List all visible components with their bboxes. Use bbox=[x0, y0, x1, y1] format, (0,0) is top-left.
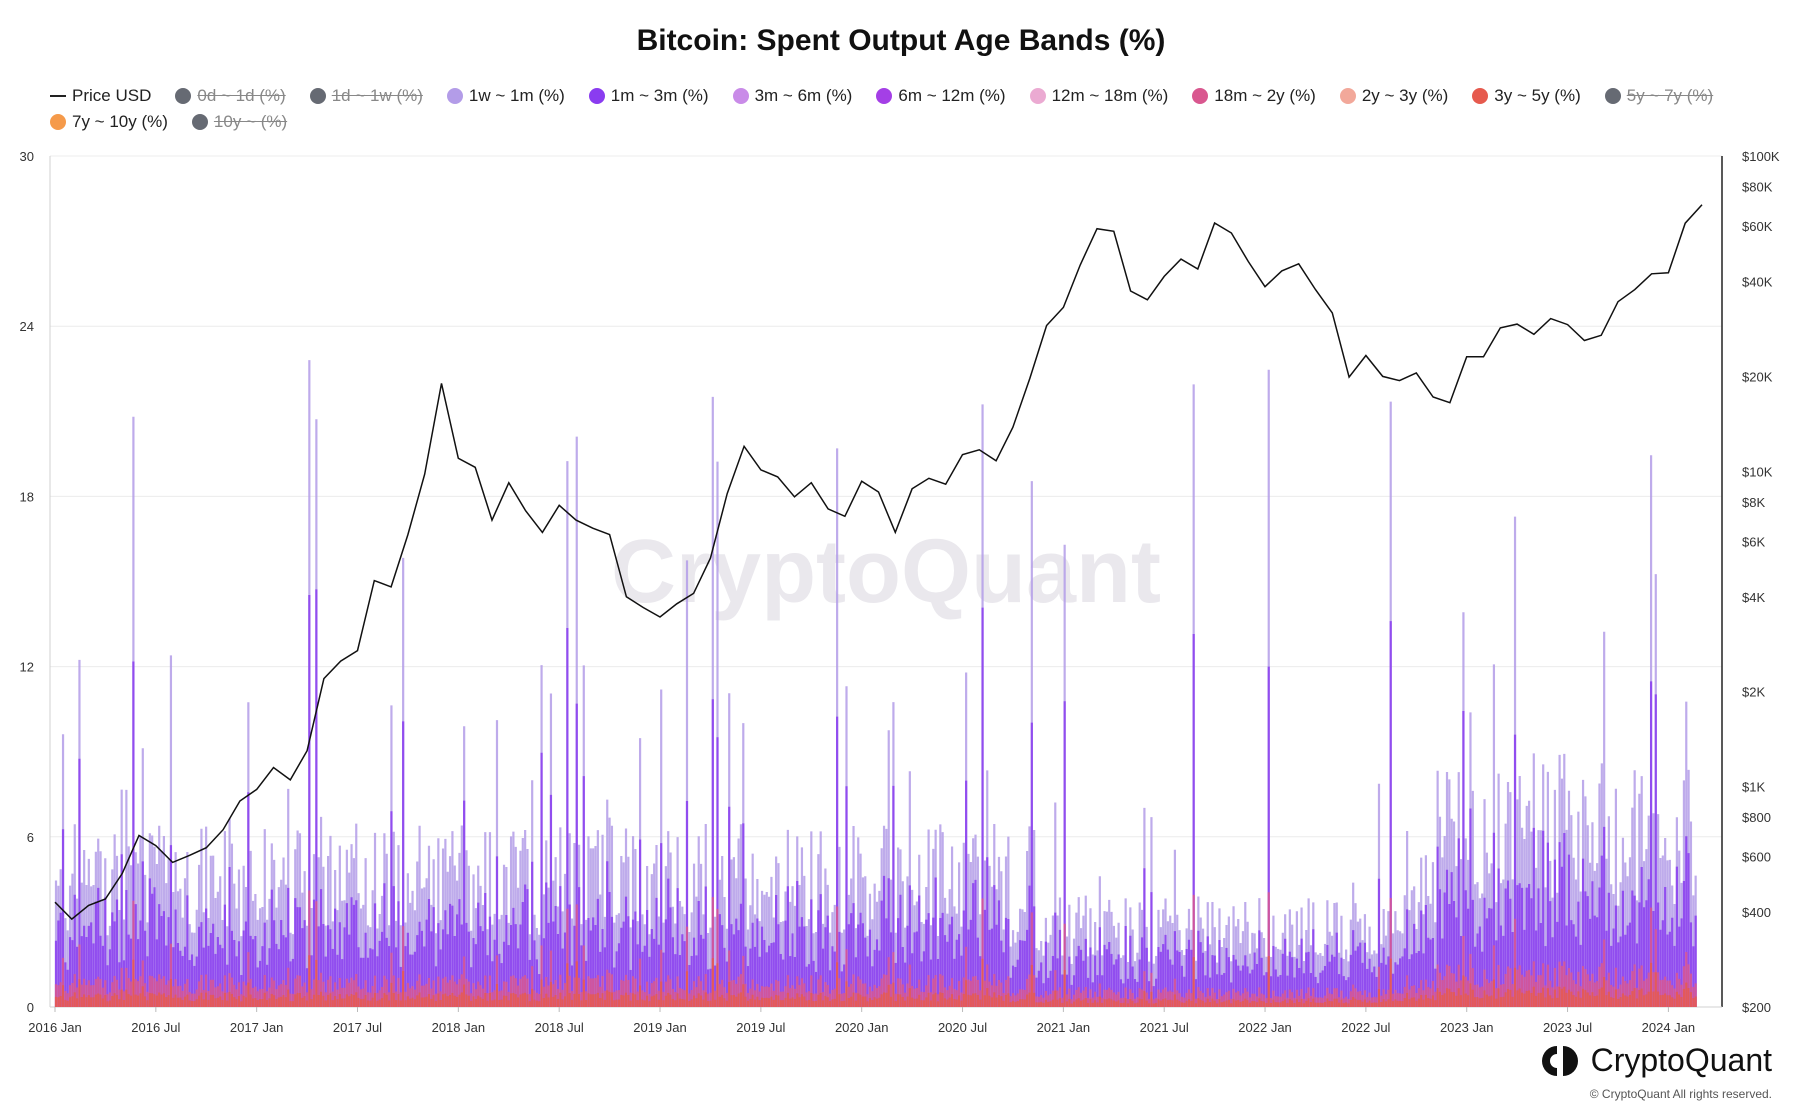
price-usd-line bbox=[54, 204, 1703, 921]
x-tick-label: 2016 Jul bbox=[131, 1020, 180, 1035]
legend-label: 18m ~ 2y (%) bbox=[1214, 86, 1316, 105]
legend-label: 0d ~ 1d (%) bbox=[197, 86, 286, 105]
legend-dot-icon bbox=[732, 88, 749, 104]
legend-label: 5y ~ 7y (%) bbox=[1626, 86, 1714, 105]
brand-name: CryptoQuant bbox=[1590, 1042, 1772, 1078]
legend-label: 2y ~ 3y (%) bbox=[1361, 86, 1449, 105]
x-tick-label: 2018 Jan bbox=[432, 1020, 486, 1035]
x-tick-label: 2024 Jan bbox=[1642, 1020, 1696, 1035]
x-tick-label: 2019 Jul bbox=[736, 1020, 785, 1035]
x-tick-label: 2017 Jan bbox=[230, 1020, 284, 1035]
legend-dot-icon bbox=[309, 88, 326, 104]
legend-item[interactable]: 2y ~ 3y (%) bbox=[1339, 84, 1449, 108]
legend-item[interactable]: Price USD bbox=[50, 84, 151, 108]
y-left-tick-label: 24 bbox=[20, 319, 34, 334]
legend-dot-icon bbox=[1192, 88, 1209, 104]
y-left-tick-label: 18 bbox=[20, 489, 34, 504]
legend-dot-icon bbox=[1604, 88, 1621, 104]
legend-dot-icon bbox=[446, 88, 463, 104]
y-left-tick-label: 30 bbox=[20, 149, 34, 164]
y-right-tick-label: $8K bbox=[1742, 495, 1765, 510]
y-left-tick-label: 0 bbox=[27, 1000, 34, 1015]
legend-item[interactable]: 0d ~ 1d (%) bbox=[175, 84, 286, 108]
x-tick-label: 2022 Jul bbox=[1341, 1020, 1390, 1035]
x-tick-label: 2018 Jul bbox=[535, 1020, 584, 1035]
legend-dot-icon bbox=[588, 88, 605, 104]
legend: Price USD 0d ~ 1d (%) 1d ~ 1w (%) 1w ~ 1m (… bbox=[50, 84, 1770, 134]
x-tick-label: 2017 Jul bbox=[333, 1020, 382, 1035]
y-right-tick-label: $2K bbox=[1742, 685, 1765, 700]
y-right-tick-label: $10K bbox=[1742, 464, 1773, 479]
legend-label: 3m ~ 6m (%) bbox=[754, 86, 853, 105]
x-tick-label: 2020 Jan bbox=[835, 1020, 889, 1035]
legend-dot-icon bbox=[191, 114, 208, 130]
x-tick-label: 2021 Jul bbox=[1140, 1020, 1189, 1035]
cryptoquant-logo-icon bbox=[1541, 1045, 1578, 1076]
legend-label: 6m ~ 12m (%) bbox=[898, 86, 1006, 105]
legend-label: 1w ~ 1m (%) bbox=[468, 86, 565, 105]
x-tick-label: 2016 Jan bbox=[28, 1020, 82, 1035]
y-right-tick-label: $80K bbox=[1742, 180, 1773, 195]
chart-title: Bitcoin: Spent Output Age Bands (%) bbox=[636, 24, 1166, 57]
legend-dot-icon bbox=[1472, 88, 1489, 104]
legend-item[interactable]: 6m ~ 12m (%) bbox=[876, 84, 1006, 108]
legend-item[interactable]: 7y ~ 10y (%) bbox=[50, 110, 168, 134]
x-tick-label: 2019 Jan bbox=[633, 1020, 687, 1035]
legend-label: 1d ~ 1w (%) bbox=[331, 86, 423, 105]
legend-label: 3y ~ 5y (%) bbox=[1494, 86, 1581, 105]
y-right-tick-label: $1K bbox=[1742, 780, 1765, 795]
legend-dot-icon bbox=[50, 114, 66, 130]
legend-dot-icon bbox=[1339, 88, 1356, 104]
legend-item[interactable]: 3m ~ 6m (%) bbox=[732, 84, 853, 108]
y-right-tick-label: $800 bbox=[1742, 810, 1771, 825]
legend-label: 7y ~ 10y (%) bbox=[72, 112, 168, 131]
legend-dot-icon bbox=[876, 88, 893, 104]
y-right-tick-label: $20K bbox=[1742, 369, 1773, 384]
legend-item[interactable]: 3y ~ 5y (%) bbox=[1472, 84, 1581, 108]
legend-label: 1m ~ 3m (%) bbox=[610, 86, 709, 105]
legend-dot-icon bbox=[175, 88, 192, 104]
legend-label: 12m ~ 18m (%) bbox=[1051, 86, 1169, 105]
y-right-tick-label: $600 bbox=[1742, 850, 1771, 865]
legend-item[interactable]: 5y ~ 7y (%) bbox=[1604, 84, 1714, 108]
watermark-text: CryptoQuant bbox=[611, 522, 1161, 622]
legend-dot-icon bbox=[1029, 88, 1046, 104]
y-right-tick-label: $6K bbox=[1742, 534, 1765, 549]
legend-label: Price USD bbox=[72, 86, 152, 105]
age-band-bars bbox=[54, 360, 1697, 1007]
legend-label: 10y ~ (%) bbox=[213, 112, 288, 131]
legend-item[interactable]: 1d ~ 1w (%) bbox=[309, 84, 423, 108]
y-right-tick-label: $60K bbox=[1742, 219, 1773, 234]
legend-item[interactable]: 1m ~ 3m (%) bbox=[588, 84, 709, 108]
y-right-tick-label: $40K bbox=[1742, 274, 1773, 289]
x-tick-label: 2023 Jan bbox=[1440, 1020, 1494, 1035]
legend-item[interactable]: 1w ~ 1m (%) bbox=[446, 84, 565, 108]
x-tick-label: 2020 Jul bbox=[938, 1020, 987, 1035]
y-right-tick-label: $200 bbox=[1742, 1000, 1771, 1015]
x-tick-label: 2021 Jan bbox=[1037, 1020, 1091, 1035]
y-left-tick-label: 6 bbox=[27, 830, 34, 845]
y-right-tick-label: $400 bbox=[1742, 905, 1771, 920]
legend-item[interactable]: 18m ~ 2y (%) bbox=[1192, 84, 1316, 108]
x-tick-label: 2022 Jan bbox=[1238, 1020, 1292, 1035]
y-right-tick-label: $100K bbox=[1742, 149, 1780, 164]
y-left-tick-label: 12 bbox=[20, 660, 34, 675]
legend-line-icon bbox=[50, 95, 66, 97]
legend-item[interactable]: 10y ~ (%) bbox=[191, 110, 288, 134]
y-right-tick-label: $4K bbox=[1742, 590, 1765, 605]
brand-logo: CryptoQuant bbox=[1537, 1042, 1772, 1079]
legend-item[interactable]: 12m ~ 18m (%) bbox=[1029, 84, 1169, 108]
x-tick-label: 2023 Jul bbox=[1543, 1020, 1592, 1035]
copyright-text: © CryptoQuant All rights reserved. bbox=[1589, 1087, 1772, 1101]
